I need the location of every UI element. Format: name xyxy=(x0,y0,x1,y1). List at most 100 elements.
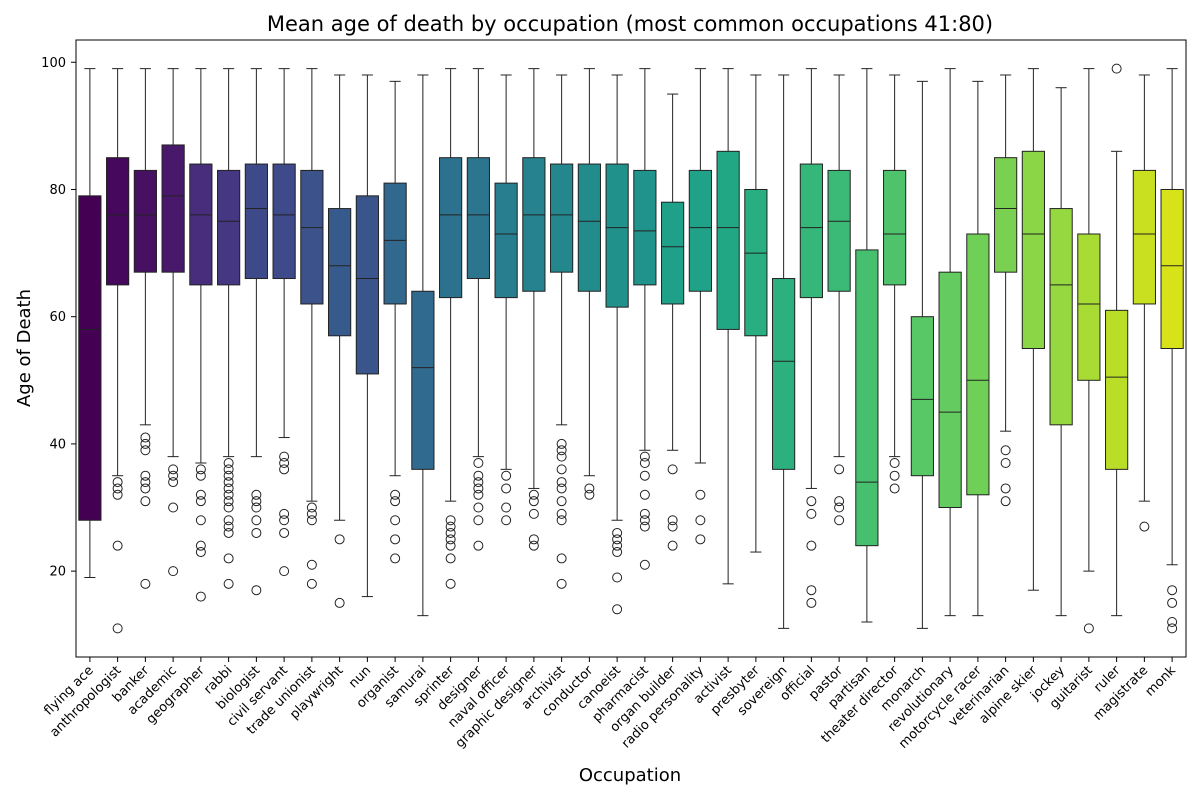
iqr-box xyxy=(383,182,407,305)
outlier-point xyxy=(556,496,567,507)
outlier-point xyxy=(223,553,234,564)
iqr-box xyxy=(716,150,740,330)
outlier-point xyxy=(806,585,817,596)
box-playwright xyxy=(328,74,352,608)
box-geographer xyxy=(189,68,213,602)
outlier-point xyxy=(445,515,456,526)
outlier-point xyxy=(140,470,151,481)
outlier-point xyxy=(695,515,706,526)
iqr-box xyxy=(883,169,907,286)
outlier-point xyxy=(1111,63,1122,74)
outlier-point xyxy=(223,489,234,500)
box-revolutionary xyxy=(938,68,962,617)
outlier-point xyxy=(279,515,290,526)
outlier-point xyxy=(556,515,567,526)
iqr-box xyxy=(605,163,629,308)
iqr-box xyxy=(688,169,712,292)
outlier-point xyxy=(223,477,234,488)
outlier-point xyxy=(251,515,262,526)
outlier-point xyxy=(889,457,900,468)
outlier-point xyxy=(251,527,262,538)
box-organ-builder xyxy=(661,93,685,551)
outlier-point xyxy=(112,477,123,488)
box-academic xyxy=(161,68,185,577)
outlier-point xyxy=(223,457,234,468)
iqr-box xyxy=(744,188,768,337)
outlier-point xyxy=(168,470,179,481)
outlier-point xyxy=(445,534,456,545)
outlier-point xyxy=(279,508,290,519)
box-graphic-designer xyxy=(522,68,546,551)
outlier-point xyxy=(445,578,456,589)
iqr-box xyxy=(411,290,435,470)
outlier-point xyxy=(528,540,539,551)
outlier-point xyxy=(612,534,623,545)
outlier-point xyxy=(445,521,456,532)
chart-title: Mean age of death by occupation (most co… xyxy=(267,12,993,36)
outlier-point xyxy=(112,623,123,634)
box-archivist xyxy=(550,74,574,589)
outlier-point xyxy=(251,489,262,500)
outlier-point xyxy=(528,534,539,545)
outlier-point xyxy=(279,566,290,577)
iqr-box xyxy=(106,157,130,286)
outlier-point xyxy=(279,464,290,475)
outlier-point xyxy=(584,489,595,500)
outlier-point xyxy=(834,464,845,475)
outlier-point xyxy=(473,483,484,494)
iqr-box xyxy=(328,208,352,337)
box-theater-director xyxy=(883,74,907,494)
box-organist xyxy=(383,80,407,564)
outlier-point xyxy=(1139,521,1150,532)
outlier-point xyxy=(473,540,484,551)
box-pharmacist xyxy=(633,68,657,570)
x-tick-label: monk xyxy=(1143,663,1180,700)
box-activist xyxy=(716,68,740,585)
outlier-point xyxy=(279,451,290,462)
box-sprinter xyxy=(439,68,463,589)
iqr-box xyxy=(439,157,463,299)
iqr-box xyxy=(661,201,685,305)
outlier-point xyxy=(889,470,900,481)
box-pastor xyxy=(827,74,851,526)
outlier-point xyxy=(306,508,317,519)
outlier-point xyxy=(140,445,151,456)
outlier-point xyxy=(195,489,206,500)
outlier-point xyxy=(806,508,817,519)
outlier-point xyxy=(112,489,123,500)
y-axis-title: Age of Death xyxy=(14,289,35,407)
x-axis-title: Occupation xyxy=(579,765,681,786)
box-nun xyxy=(355,74,379,598)
box-conductor xyxy=(577,68,601,500)
outlier-point xyxy=(390,489,401,500)
outlier-point xyxy=(390,553,401,564)
iqr-box xyxy=(1160,188,1184,349)
iqr-box xyxy=(799,163,823,299)
outlier-point xyxy=(306,515,317,526)
outlier-point xyxy=(639,457,650,468)
outlier-point xyxy=(1000,496,1011,507)
outlier-point xyxy=(667,521,678,532)
box-biologist xyxy=(244,68,268,596)
iqr-box xyxy=(1021,150,1045,349)
outlier-point xyxy=(501,470,512,481)
outlier-point xyxy=(556,438,567,449)
outlier-point xyxy=(501,483,512,494)
outlier-point xyxy=(223,521,234,532)
box-motorcycle-racer xyxy=(966,80,990,617)
outlier-point xyxy=(639,489,650,500)
iqr-box xyxy=(938,271,962,509)
outlier-point xyxy=(1167,597,1178,608)
box-designer xyxy=(466,68,490,551)
x-axis: flying aceanthropologistbankeracademicge… xyxy=(41,657,1179,752)
iqr-box xyxy=(855,249,879,547)
outlier-point xyxy=(306,578,317,589)
outlier-point xyxy=(445,540,456,551)
outlier-point xyxy=(806,597,817,608)
outlier-point xyxy=(556,578,567,589)
outlier-point xyxy=(1083,623,1094,634)
iqr-box xyxy=(772,278,796,470)
box-partisan xyxy=(855,68,879,623)
outlier-point xyxy=(195,591,206,602)
iqr-box xyxy=(272,163,296,280)
